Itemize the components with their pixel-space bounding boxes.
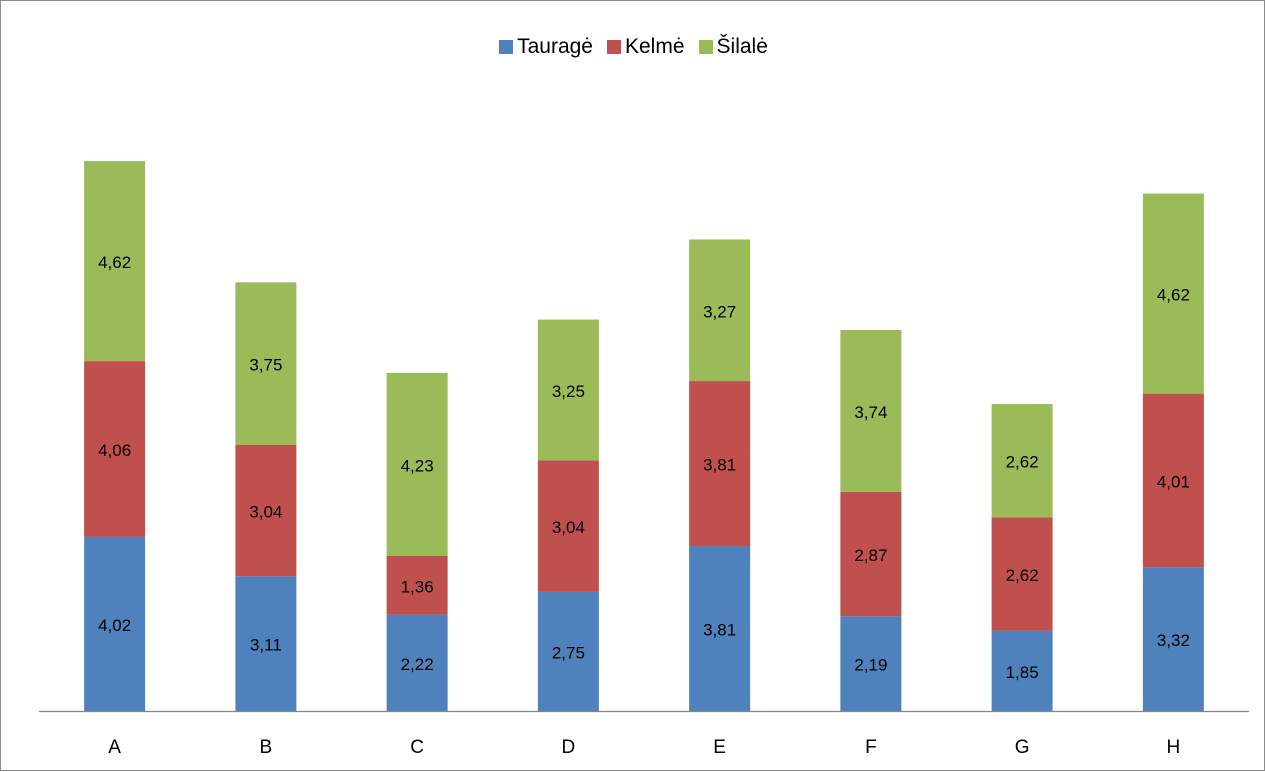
x-tick-label-G: G bbox=[1015, 737, 1030, 758]
bar-A-3 bbox=[84, 161, 146, 362]
legend-swatch-silale bbox=[698, 40, 713, 54]
bar-F-1 bbox=[840, 616, 902, 711]
data-label-B-2: 3,04 bbox=[249, 503, 282, 522]
bar-C-2 bbox=[386, 555, 448, 615]
bar-D-2 bbox=[537, 460, 599, 592]
x-tick-label-F: F bbox=[865, 737, 877, 758]
data-label-E-1: 3,81 bbox=[703, 621, 736, 640]
legend-label-silale: Šilalė bbox=[716, 35, 768, 58]
legend-label-kelme: Kelmė bbox=[624, 35, 685, 58]
data-label-A-2: 4,06 bbox=[98, 441, 131, 460]
data-label-H-3: 4,62 bbox=[1157, 286, 1190, 305]
bar-F-3 bbox=[840, 329, 902, 492]
bar-A-2 bbox=[84, 361, 146, 537]
data-label-B-1: 3,11 bbox=[250, 636, 282, 655]
x-tick-label-H: H bbox=[1167, 737, 1181, 758]
bar-E-3 bbox=[689, 239, 751, 382]
data-label-E-3: 3,27 bbox=[703, 302, 736, 321]
bar-G-3 bbox=[991, 404, 1053, 518]
bar-C-1 bbox=[386, 614, 448, 711]
bar-A-1 bbox=[84, 536, 146, 711]
data-label-A-1: 4,02 bbox=[98, 616, 131, 635]
x-tick-label-C: C bbox=[410, 737, 424, 758]
legend-label-taurage: Tauragė bbox=[517, 35, 593, 58]
bar-G-1 bbox=[991, 630, 1053, 711]
bar-F-2 bbox=[840, 491, 902, 617]
data-label-H-1: 3,32 bbox=[1157, 631, 1190, 650]
legend: Tauragė Kelmė Šilalė bbox=[1, 35, 1265, 59]
data-label-G-1: 1,85 bbox=[1006, 663, 1039, 682]
x-tick-label-E: E bbox=[713, 737, 726, 758]
bar-D-3 bbox=[537, 319, 599, 461]
bar-E-1 bbox=[689, 546, 751, 711]
data-label-A-3: 4,62 bbox=[98, 253, 131, 272]
data-label-C-1: 2,22 bbox=[401, 655, 434, 674]
bar-H-1 bbox=[1142, 567, 1204, 711]
data-label-F-2: 2,87 bbox=[854, 546, 887, 565]
data-label-H-2: 4,01 bbox=[1157, 472, 1190, 491]
bar-G-2 bbox=[991, 517, 1053, 631]
data-label-E-2: 3,81 bbox=[703, 456, 736, 475]
bar-H-3 bbox=[1142, 193, 1204, 394]
data-label-F-3: 3,74 bbox=[854, 403, 887, 422]
x-tick-label-D: D bbox=[562, 737, 576, 758]
data-label-D-2: 3,04 bbox=[552, 518, 585, 537]
data-label-D-3: 3,25 bbox=[552, 382, 585, 401]
legend-item-silale: Šilalė bbox=[698, 35, 768, 59]
data-label-C-2: 1,36 bbox=[401, 577, 434, 596]
data-label-D-1: 2,75 bbox=[552, 643, 585, 662]
legend-swatch-kelme bbox=[606, 40, 621, 54]
legend-item-taurage: Tauragė bbox=[499, 35, 593, 59]
bar-B-3 bbox=[235, 282, 297, 445]
bar-H-2 bbox=[1142, 393, 1204, 568]
bar-B-1 bbox=[235, 576, 297, 711]
bar-C-3 bbox=[386, 372, 448, 556]
bar-B-2 bbox=[235, 444, 297, 577]
x-tick-label-B: B bbox=[260, 737, 273, 758]
x-tick-label-A: A bbox=[108, 737, 121, 758]
data-label-C-3: 4,23 bbox=[401, 456, 434, 475]
bar-E-2 bbox=[689, 381, 751, 547]
data-label-G-3: 2,62 bbox=[1006, 453, 1039, 472]
legend-swatch-taurage bbox=[499, 40, 514, 54]
legend-item-kelme: Kelmė bbox=[606, 35, 685, 59]
data-label-F-1: 2,19 bbox=[854, 656, 887, 675]
data-label-G-2: 2,62 bbox=[1006, 566, 1039, 585]
bar-D-1 bbox=[537, 591, 599, 711]
data-label-B-3: 3,75 bbox=[249, 356, 282, 375]
